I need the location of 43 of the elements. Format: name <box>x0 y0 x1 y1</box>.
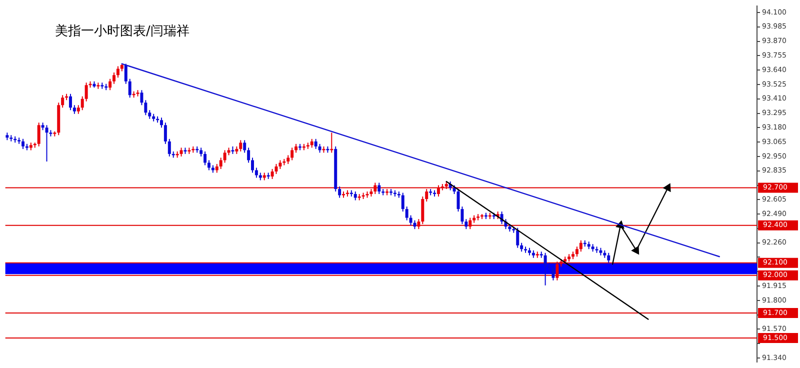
candlestick <box>290 147 294 161</box>
candlestick <box>144 100 148 116</box>
candlestick <box>140 90 144 106</box>
candlestick <box>223 150 226 164</box>
candlestick <box>247 147 250 164</box>
candlestick <box>544 252 547 286</box>
point <box>632 246 640 254</box>
candlestick <box>314 138 318 150</box>
candlestick <box>108 78 112 91</box>
candlestick <box>405 206 408 221</box>
candlestick <box>251 157 254 174</box>
candlestick <box>401 192 404 212</box>
candlestick <box>112 72 116 84</box>
candlestick <box>575 246 578 258</box>
candlestick <box>164 122 167 144</box>
candlestick <box>409 214 412 226</box>
candlestick <box>243 140 246 154</box>
candlestick <box>607 252 610 264</box>
candlestick <box>464 218 468 230</box>
candlestick <box>270 168 274 180</box>
candlestick <box>207 160 210 171</box>
candlestick <box>160 117 163 128</box>
candlestick <box>68 93 72 111</box>
point <box>663 184 671 192</box>
candlestick <box>378 182 381 195</box>
candlestick <box>61 94 64 108</box>
candlestick <box>116 66 120 78</box>
candlestick <box>80 96 84 111</box>
candlestick <box>552 264 555 281</box>
candlestick <box>254 167 258 178</box>
candlestick <box>45 124 48 162</box>
candlestick <box>579 240 582 252</box>
candlestick <box>516 227 520 248</box>
candlestick <box>37 122 40 147</box>
candlestick <box>239 140 242 152</box>
text: 美指一小时图表/闫瑞祥 <box>55 23 190 40</box>
candlestick <box>219 157 222 170</box>
candlestick <box>128 78 132 98</box>
candlestick <box>338 186 342 198</box>
candlestick <box>204 150 207 166</box>
candlestick <box>168 138 171 157</box>
candlestick <box>84 82 88 102</box>
candlestick <box>22 138 25 150</box>
